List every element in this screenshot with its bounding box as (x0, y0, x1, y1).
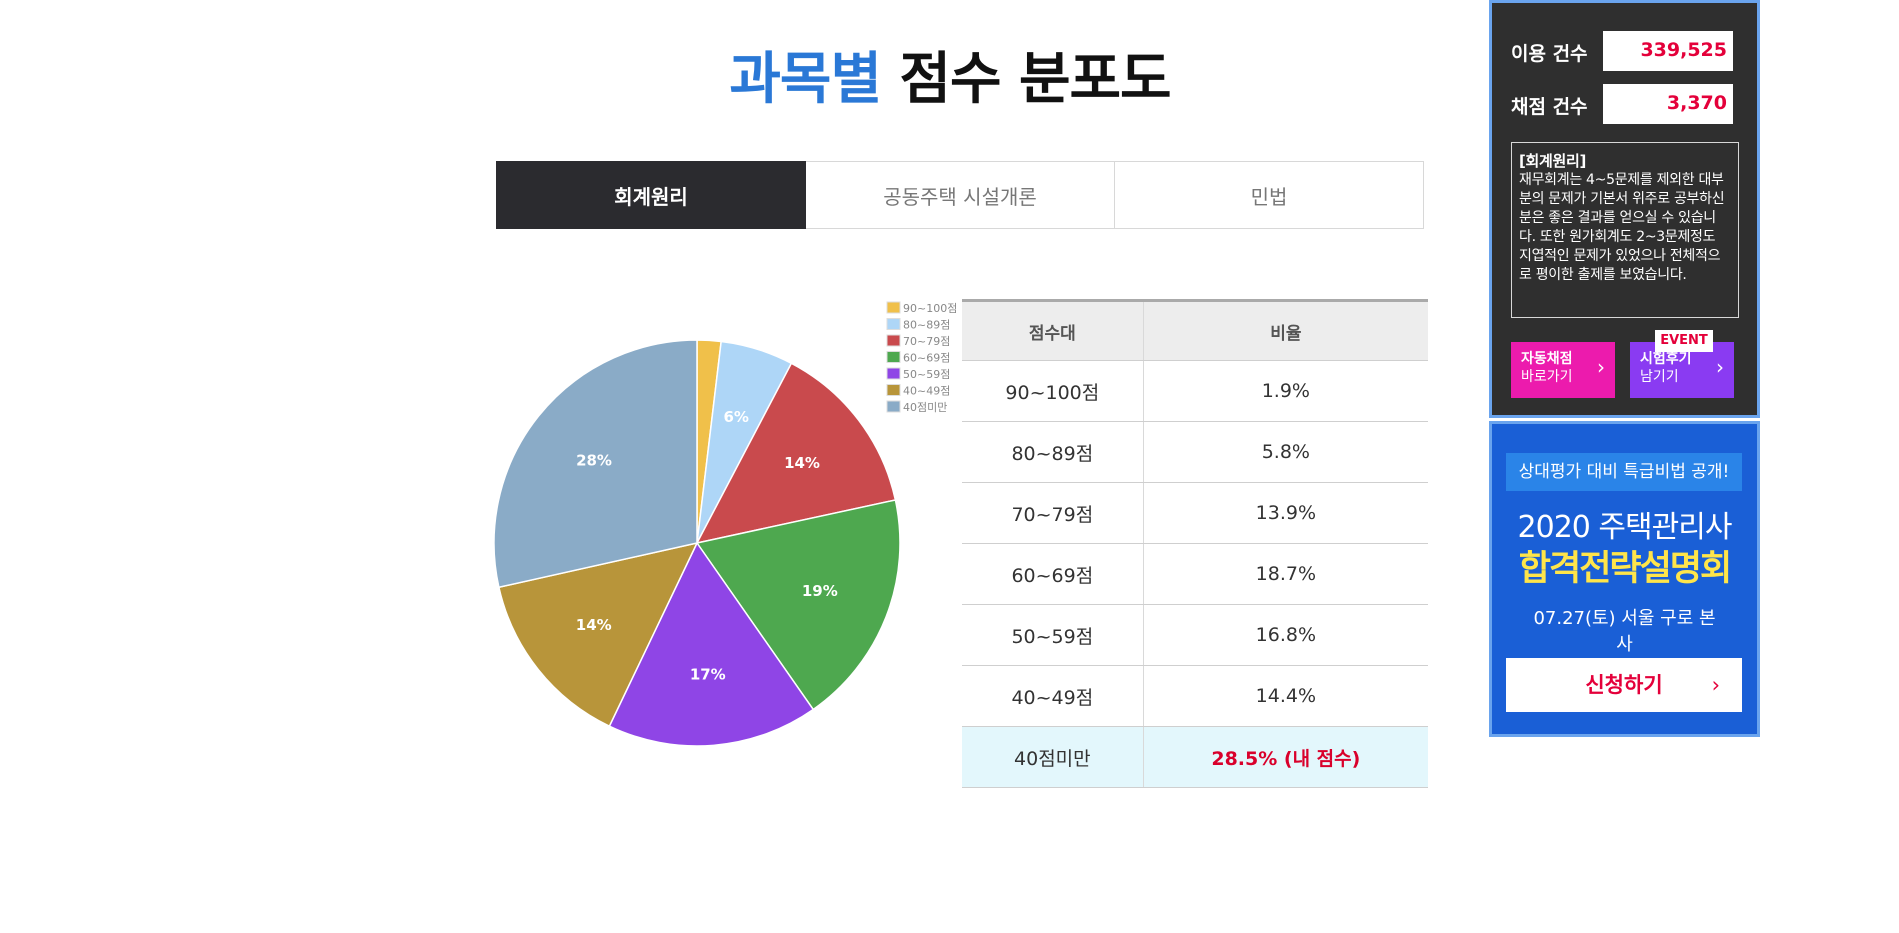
grading-stat: 채점 건수 3,370 (1511, 84, 1743, 124)
legend-swatch (886, 351, 901, 363)
row-ratio: 13.9% (1143, 482, 1428, 544)
pie-slice[interactable] (608, 541, 815, 747)
table-row: 40~49점 14.4% (962, 665, 1428, 727)
pie-slice-label: 17% (690, 666, 726, 684)
row-range: 40점미만 (962, 726, 1144, 788)
row-range: 40~49점 (962, 665, 1144, 727)
banner-date: 07.27(토) 서울 구로 본사 (1532, 604, 1717, 659)
table-header-row: 점수대 비율 (962, 300, 1428, 361)
header-ratio: 비율 (1143, 300, 1428, 361)
chevron-right-icon: › (1711, 673, 1720, 697)
header-range: 점수대 (962, 300, 1144, 361)
banner-year-title: 2020 주택관리사 (1517, 510, 1733, 545)
usage-value: 339,525 (1603, 31, 1733, 71)
seminar-banner[interactable]: 상대평가 대비 특급비법 공개! 2020 주택관리사 합격전략설명회 07.2… (1489, 421, 1760, 737)
table-row: 70~79점 13.9% (962, 482, 1428, 544)
legend-swatch (886, 318, 901, 330)
usage-label: 이용 건수 (1511, 43, 1588, 65)
row-range: 80~89점 (962, 421, 1144, 483)
banner-tagline: 상대평가 대비 특급비법 공개! (1506, 453, 1742, 491)
legend-swatch (886, 301, 901, 314)
row-range: 60~69점 (962, 543, 1144, 605)
page-title-rest: 점수 분포도 (899, 47, 1171, 112)
row-ratio: 18.7% (1143, 543, 1428, 605)
row-ratio: 5.8% (1143, 421, 1428, 483)
table-row-my-score: 40점미만 28.5% (내 점수) (962, 726, 1428, 788)
chevron-right-icon: › (1597, 355, 1605, 379)
pie-slice[interactable] (695, 499, 901, 711)
exam-review-button[interactable]: 시험후기 남기기 › (1630, 342, 1734, 398)
pie-slice-label: 28% (576, 451, 612, 469)
chevron-right-icon: › (1716, 355, 1724, 379)
grading-value: 3,370 (1603, 84, 1733, 124)
auto-grading-button[interactable]: 자동채점 바로가기 › (1511, 342, 1615, 398)
table-row: 50~59점 16.8% (962, 604, 1428, 666)
legend-label: 40점미만 (903, 401, 947, 414)
pie-slice[interactable] (497, 541, 699, 728)
legend-label: 50~59점 (903, 368, 950, 381)
row-ratio: 1.9% (1143, 360, 1428, 422)
legend-swatch (886, 334, 901, 347)
legend-swatch (886, 400, 901, 413)
tab-civil-law[interactable]: 민법 (1115, 161, 1424, 229)
legend-label: 80~89점 (903, 319, 950, 332)
pie-slice-label: 14% (784, 454, 820, 472)
auto-grading-sublabel: 바로가기 (1521, 369, 1573, 385)
pie-slice[interactable] (695, 362, 897, 545)
exam-review-sublabel: 남기기 (1640, 369, 1679, 385)
row-range: 90~100점 (962, 360, 1144, 422)
table-row: 60~69점 18.7% (962, 543, 1428, 605)
legend-swatch (886, 384, 901, 396)
score-pie-chart: 6% 14% 19% 17% 14% 28% 90~100점 80~89점 70~79점 60~6… (493, 301, 957, 747)
legend-label: 60~69점 (903, 352, 950, 365)
legend-label: 70~79점 (903, 335, 950, 348)
table-row: 90~100점 1.9% (962, 360, 1428, 422)
score-table: 점수대 비율 90~100점 1.9% 80~89점 5.8% 70~79점 13.9… (962, 299, 1428, 788)
subject-note-title: [회계원리] (1519, 152, 1587, 170)
tab-accounting[interactable]: 회계원리 (496, 161, 806, 229)
row-ratio: 16.8% (1143, 604, 1428, 666)
apply-button-label: 신청하기 (1585, 673, 1663, 697)
pie-slice-label: 14% (576, 616, 612, 634)
grading-label: 채점 건수 (1511, 96, 1588, 118)
legend-label: 90~100점 (903, 302, 957, 315)
legend-label: 40~49점 (903, 385, 950, 398)
pie-slice-label: 19% (802, 582, 838, 600)
exam-review-label: 시험후기 (1640, 351, 1692, 367)
page-title-highlight: 과목별 (729, 47, 882, 112)
event-badge: EVENT (1655, 330, 1713, 352)
subject-note-body: 재무회계는 4~5문제를 제외한 대부분의 문제가 기본서 위주로 공부하신 분… (1519, 172, 1725, 283)
row-ratio: 14.4% (1143, 665, 1428, 727)
pie-slice-label: 6% (723, 408, 748, 426)
pie-slice[interactable] (493, 339, 698, 589)
auto-grading-label: 자동채점 (1521, 351, 1573, 367)
legend-swatch (886, 367, 901, 380)
usage-stat: 이용 건수 339,525 (1511, 31, 1743, 71)
table-row: 80~89점 5.8% (962, 421, 1428, 483)
row-range: 50~59점 (962, 604, 1144, 666)
page-title: 과목별 점수 분포도 (490, 34, 1410, 115)
banner-main-title: 합격전략설명회 (1518, 549, 1732, 589)
row-range: 70~79점 (962, 482, 1144, 544)
stats-sidebar: 이용 건수 339,525 채점 건수 3,370 [회계원리] 재무회계는 4… (1489, 0, 1760, 418)
subject-note: [회계원리] 재무회계는 4~5문제를 제외한 대부분의 문제가 기본서 위주로… (1511, 142, 1739, 318)
row-ratio-my-score: 28.5% (내 점수) (1143, 726, 1428, 788)
apply-button[interactable]: 신청하기 › (1506, 658, 1742, 712)
subject-tabs: 회계원리 공동주택 시설개론 민법 (496, 161, 1424, 229)
tab-housing-facilities[interactable]: 공동주택 시설개론 (806, 161, 1115, 229)
